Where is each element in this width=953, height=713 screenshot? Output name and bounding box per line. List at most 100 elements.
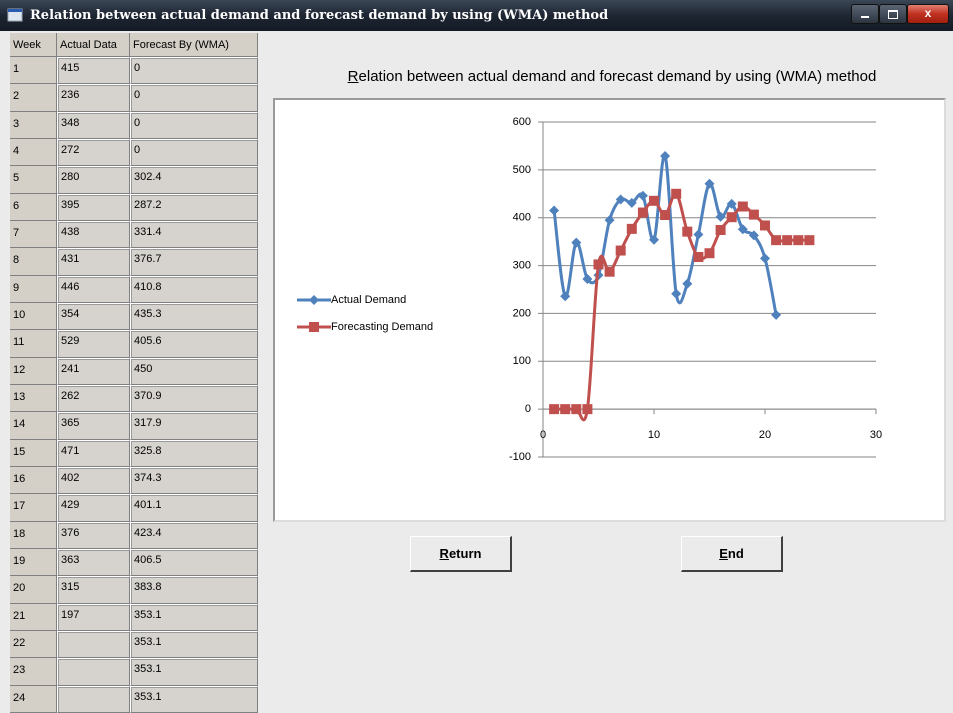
table-cell: 374.3: [130, 466, 258, 495]
data-point: [682, 226, 693, 237]
row-header: 7: [10, 220, 57, 249]
table-cell: 325.8: [130, 439, 258, 467]
data-point: [771, 235, 782, 246]
table-cell: 317.9: [130, 412, 258, 440]
data-point: [615, 194, 626, 205]
row-header: 6: [10, 193, 57, 221]
y-tick-label: 200: [513, 307, 531, 319]
chart-title: Relation between actual demand and forec…: [347, 68, 877, 85]
data-point: [549, 205, 560, 216]
minimize-button[interactable]: [851, 4, 879, 24]
table-cell: 262: [57, 384, 130, 413]
data-point: [793, 235, 804, 246]
row-header: 20: [10, 576, 57, 604]
table-cell: 406.5: [130, 548, 258, 577]
table-cell: 410.8: [130, 275, 258, 303]
data-point: [704, 178, 715, 189]
x-tick-label: 20: [759, 429, 771, 441]
table-cell: 423.4: [130, 521, 258, 549]
data-point: [671, 188, 682, 199]
table-cell: 376: [57, 521, 130, 549]
table-cell: [57, 685, 130, 713]
data-point: [560, 404, 571, 415]
table-cell: 446: [57, 275, 130, 303]
data-point: [637, 190, 648, 201]
data-point: [671, 288, 682, 299]
data-point: [649, 195, 659, 206]
table-cell: 450: [130, 357, 258, 385]
table-cell: 287.2: [130, 193, 258, 221]
window-title: Relation between actual demand and forec…: [30, 8, 609, 23]
data-point: [715, 225, 726, 236]
data-point: [660, 150, 671, 161]
row-header: 5: [10, 166, 57, 194]
row-header: 1: [10, 57, 57, 85]
chart: -100 0 100 200 300 400 500 600 0 10 20 30 Actual Dem…: [297, 116, 882, 463]
row-header: 8: [10, 248, 57, 276]
row-header: 14: [10, 412, 57, 440]
data-point: [704, 248, 715, 259]
data-point: [604, 215, 615, 226]
title-bar: Relation between actual demand and forec…: [0, 0, 953, 31]
series-line: [554, 192, 810, 422]
y-tick-label: 300: [513, 259, 531, 271]
data-point: [804, 235, 815, 246]
table-cell: 370.9: [130, 384, 258, 413]
button-label: Return: [439, 546, 482, 561]
data-point: [748, 209, 759, 220]
table-cell: 383.8: [130, 576, 258, 604]
y-tick-label: 400: [513, 212, 531, 224]
table-cell: 315: [57, 576, 130, 604]
table-cell: 354: [57, 302, 130, 331]
data-point: [693, 252, 704, 263]
table-cell: 471: [57, 439, 130, 467]
data-point: [637, 207, 648, 218]
data-point: [615, 245, 626, 256]
y-tick-label: 500: [513, 164, 531, 176]
y-tick-label: 0: [525, 403, 531, 415]
close-button[interactable]: x: [907, 4, 949, 24]
table-cell: [57, 630, 130, 659]
table-cell: 435.3: [130, 302, 258, 331]
row-header: 16: [10, 466, 57, 495]
row-header: 4: [10, 138, 57, 167]
y-tick-label: 600: [513, 116, 531, 128]
table-cell: 438: [57, 220, 130, 249]
data-point: [782, 235, 793, 246]
table-cell: [57, 658, 130, 686]
return-button[interactable]: Return: [410, 536, 512, 572]
row-header: 22: [10, 630, 57, 659]
table-cell: 0: [130, 111, 258, 139]
table-cell: 197: [57, 603, 130, 631]
data-point: [571, 237, 582, 248]
x-tick-label: 10: [648, 429, 660, 441]
column-header: Forecast By (WMA): [130, 33, 258, 57]
y-tick-label: 100: [513, 355, 531, 367]
data-point: [737, 224, 748, 235]
table-cell: 353.1: [130, 658, 258, 686]
legend-label: Forecasting Demand: [331, 321, 433, 333]
x-tick-label: 0: [540, 429, 546, 441]
table-cell: 353.1: [130, 630, 258, 659]
data-point: [760, 253, 770, 264]
row-header: 23: [10, 658, 57, 686]
data-point: [660, 210, 671, 221]
table-cell: 353.1: [130, 685, 258, 713]
column-header: Actual Data: [57, 33, 130, 57]
table-cell: 429: [57, 494, 130, 522]
end-button[interactable]: End: [681, 536, 783, 572]
data-point: [715, 211, 726, 222]
data-point: [649, 234, 659, 245]
row-header: 24: [10, 685, 57, 713]
data-point: [771, 309, 782, 320]
chart-area: -100 0 100 200 300 400 500 600 0 10 20 30 Actual Dem…: [273, 98, 946, 522]
button-label: End: [719, 546, 744, 561]
maximize-button[interactable]: [879, 4, 907, 24]
data-point: [682, 278, 693, 289]
table-cell: 402: [57, 466, 130, 495]
row-header: 21: [10, 603, 57, 631]
column-header: Week: [10, 33, 57, 57]
data-point: [626, 223, 637, 234]
data-point: [693, 229, 704, 240]
data-point: [582, 404, 593, 415]
